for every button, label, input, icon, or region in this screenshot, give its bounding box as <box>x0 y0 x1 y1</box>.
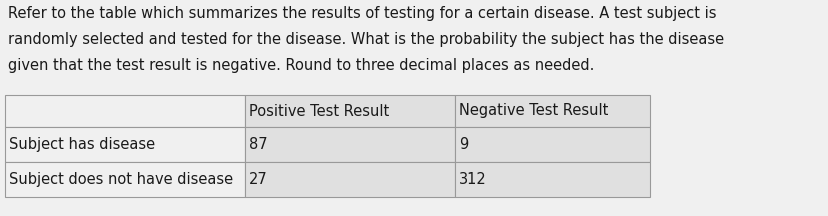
Bar <box>455 95 649 127</box>
Text: 27: 27 <box>248 172 267 187</box>
Text: 87: 87 <box>248 137 267 152</box>
Bar <box>245 162 455 197</box>
Bar <box>455 162 649 197</box>
Text: given that the test result is negative. Round to three decimal places as needed.: given that the test result is negative. … <box>8 58 594 73</box>
Bar <box>455 127 649 162</box>
Text: randomly selected and tested for the disease. What is the probability the subjec: randomly selected and tested for the dis… <box>8 32 723 47</box>
Text: Negative Test Result: Negative Test Result <box>459 103 608 119</box>
Text: Subject does not have disease: Subject does not have disease <box>9 172 233 187</box>
Bar <box>5 162 245 197</box>
Text: 9: 9 <box>459 137 468 152</box>
Bar <box>245 127 455 162</box>
Text: Positive Test Result: Positive Test Result <box>248 103 389 119</box>
Text: Subject has disease: Subject has disease <box>9 137 155 152</box>
Bar <box>5 95 245 127</box>
Bar <box>245 95 455 127</box>
Bar <box>5 127 245 162</box>
Text: Refer to the table which summarizes the results of testing for a certain disease: Refer to the table which summarizes the … <box>8 6 715 21</box>
Text: 312: 312 <box>459 172 486 187</box>
